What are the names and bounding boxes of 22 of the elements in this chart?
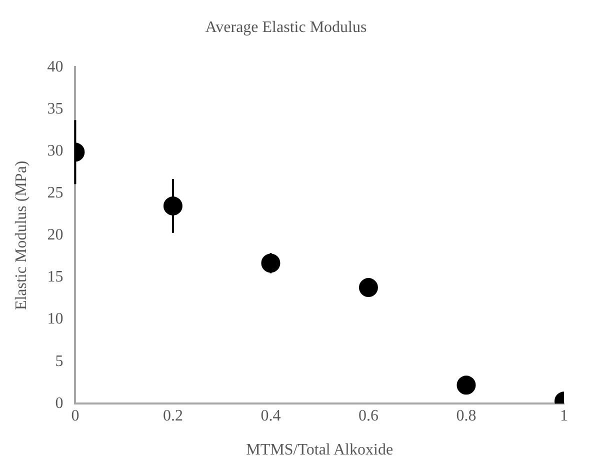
- y-tick-label: 25: [47, 184, 64, 202]
- x-tick-label: 0.6: [358, 407, 378, 424]
- point: [456, 376, 476, 395]
- x-tick-label: 0: [71, 407, 80, 424]
- x-axis-title: MTMS/Total Alkoxide: [246, 442, 394, 459]
- point: [261, 254, 280, 273]
- point: [358, 278, 378, 298]
- y-tick-label: 5: [55, 352, 64, 370]
- chart-title: Average Elastic Modulus: [205, 18, 367, 36]
- y-tick-label: 15: [47, 268, 64, 286]
- y-tick-label: 35: [47, 100, 64, 118]
- x-tick-label: 0.2: [162, 407, 183, 424]
- x-tick-label: 0.8: [456, 407, 476, 424]
- x-tick-label: 0.4: [260, 407, 281, 424]
- y-tick-label: 40: [47, 58, 64, 76]
- point: [163, 196, 182, 216]
- y-tick-label: 0: [55, 394, 64, 412]
- y-tick-label: 30: [47, 142, 64, 160]
- x-tick-label: 1: [560, 407, 568, 424]
- y-axis-title: Elastic Modulus (MPa): [12, 160, 30, 310]
- y-tick-label: 10: [47, 310, 64, 328]
- y-tick-label: 20: [47, 226, 64, 244]
